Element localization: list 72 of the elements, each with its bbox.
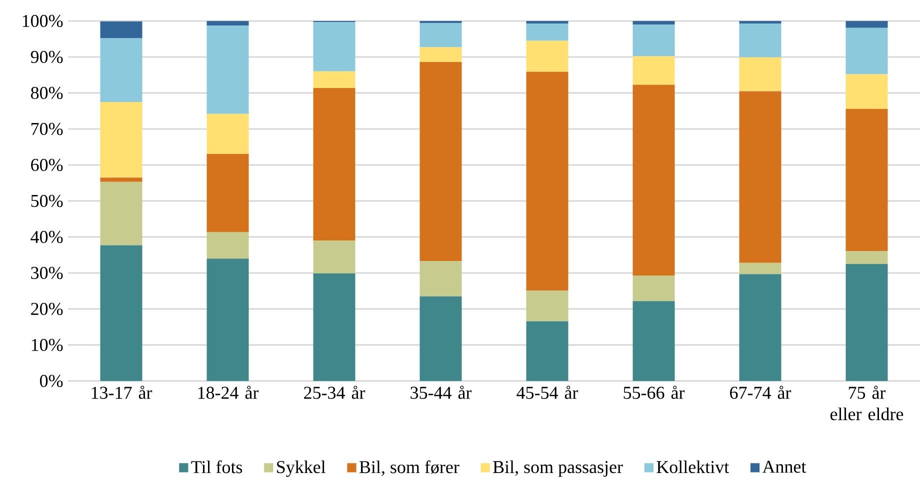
y-tick-label: 80%	[30, 86, 63, 100]
y-tick-label: 40%	[30, 230, 63, 244]
bar	[739, 262, 782, 274]
x-tick-label: 25-34 år	[304, 386, 366, 399]
legend-label: Til fots	[191, 460, 242, 474]
x-tick-label: 45-54 år	[516, 386, 578, 399]
bar	[100, 38, 142, 102]
bar	[739, 91, 782, 263]
bar	[846, 74, 888, 109]
bar	[739, 57, 782, 92]
bar	[526, 20, 568, 24]
bar	[206, 154, 249, 232]
bar	[206, 114, 249, 154]
bar	[739, 20, 782, 24]
bar	[632, 56, 675, 85]
bar	[526, 24, 568, 41]
bar	[526, 321, 568, 381]
bar	[632, 20, 675, 25]
bar	[739, 24, 782, 58]
bar	[846, 20, 888, 28]
bar	[632, 276, 675, 302]
x-tick-label: 18-24 år	[198, 386, 259, 399]
bar	[313, 240, 356, 274]
bar	[632, 301, 675, 381]
y-tick-label: 20%	[31, 302, 63, 316]
bar	[739, 274, 782, 381]
bar	[100, 245, 142, 381]
legend-label: Sykkel	[277, 460, 326, 477]
y-tick-label: 50%	[31, 194, 63, 208]
bar	[846, 28, 888, 74]
x-tick-label: 35-44 år	[410, 386, 472, 399]
x-tick-label: 55-66 år	[624, 386, 685, 399]
bar	[846, 251, 888, 264]
bar	[632, 84, 675, 276]
legend-label: Bil, som passasjer	[493, 460, 623, 477]
y-tick-label: 90%	[30, 50, 63, 64]
bar	[526, 290, 568, 322]
bar	[313, 273, 356, 381]
bar	[420, 62, 462, 262]
bar	[420, 261, 462, 296]
bar	[313, 22, 356, 72]
y-tick-label: 30%	[31, 266, 63, 280]
x-tick-label: 13-17 år	[92, 386, 152, 399]
bar	[846, 264, 888, 381]
y-tick-label: 100%	[22, 14, 63, 28]
bar	[313, 88, 356, 241]
bar	[846, 108, 888, 252]
bar	[526, 72, 568, 291]
legend-label: Annet	[762, 460, 806, 473]
legend-label: Kollektivt	[656, 460, 730, 474]
bar	[420, 47, 462, 62]
y-tick-label: 60%	[31, 158, 63, 172]
bar	[206, 232, 249, 259]
bar	[420, 23, 462, 48]
bar	[313, 71, 356, 88]
bar	[206, 20, 249, 26]
bar	[100, 178, 142, 182]
x-tick-label: 67-74 år	[730, 386, 792, 399]
y-tick-label: 10%	[32, 338, 63, 352]
bar	[100, 21, 142, 38]
bar	[420, 20, 462, 24]
bar	[206, 26, 249, 114]
x-tick-label: 75 år eller eldre	[830, 386, 904, 420]
bar	[526, 40, 568, 72]
bar	[420, 296, 462, 381]
y-tick-label: 70%	[31, 122, 63, 136]
y-tick-label: 0%	[40, 374, 63, 388]
bar	[100, 102, 142, 178]
bar	[100, 182, 142, 246]
bar	[206, 258, 249, 381]
legend-label: Bil, som fører	[359, 460, 460, 476]
bar	[632, 24, 675, 56]
